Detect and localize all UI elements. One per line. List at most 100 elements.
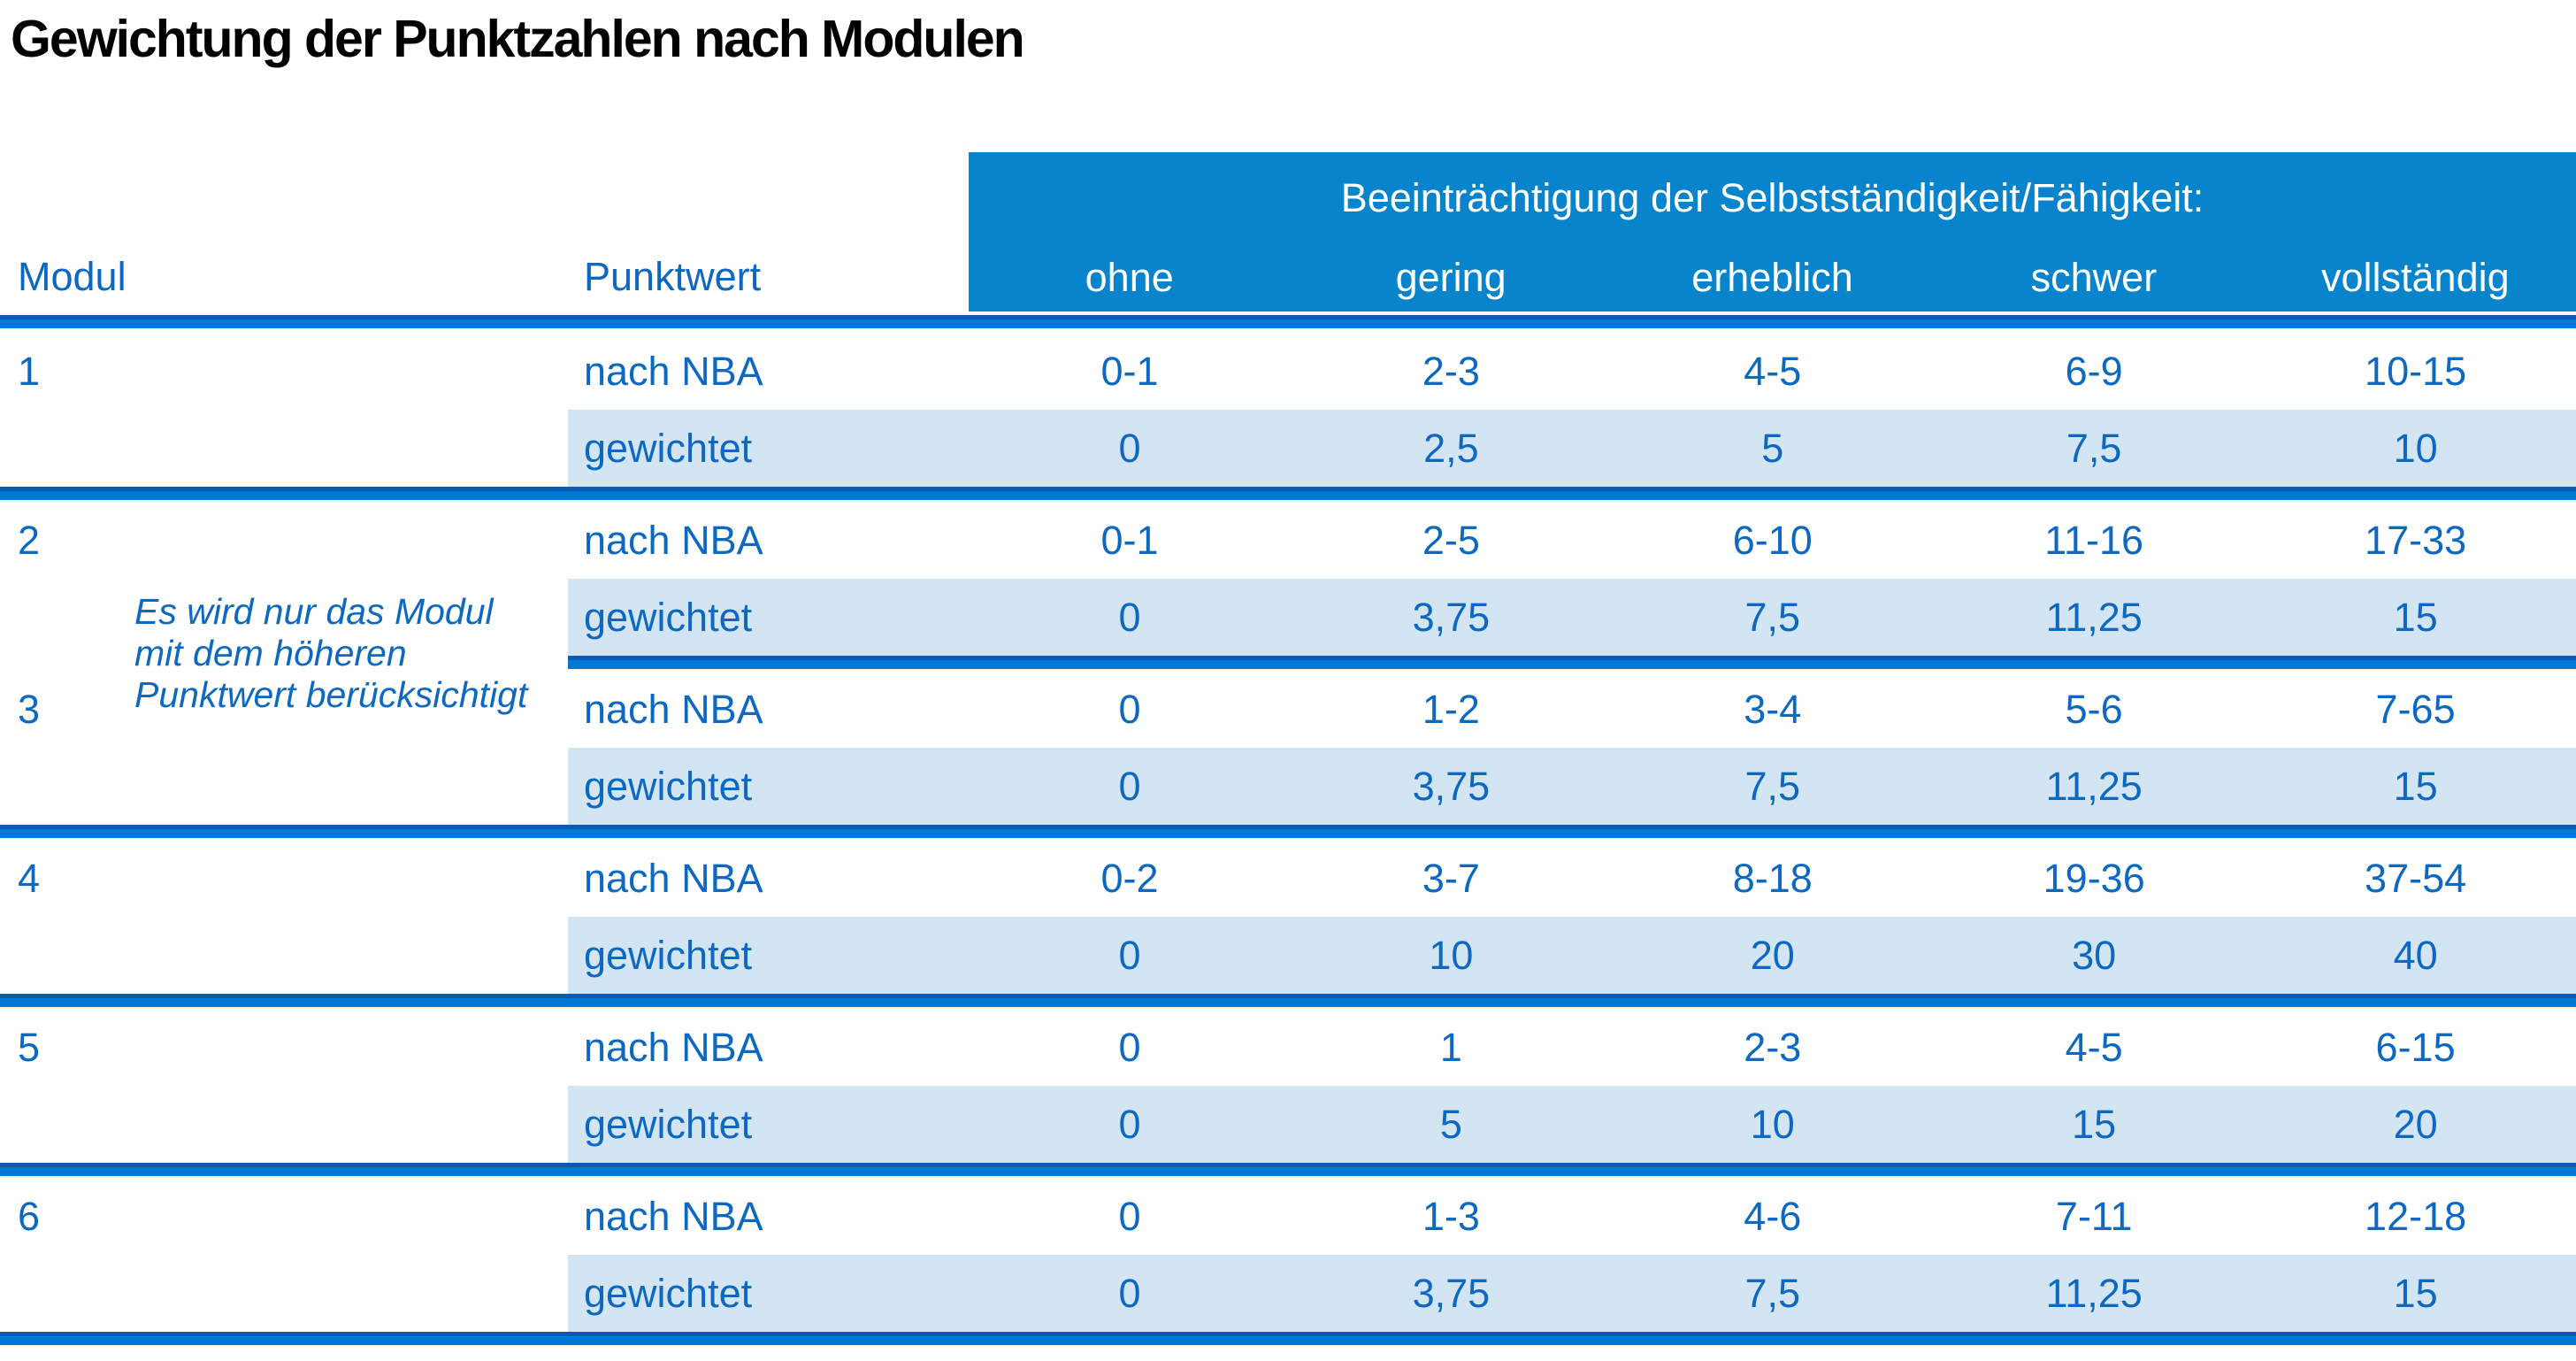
impairment-header-block: Beeinträchtigung der Selbstständigkeit/F… — [969, 152, 2576, 315]
value-cell: 17-33 — [2365, 518, 2467, 563]
severity-level-gering: gering — [1395, 255, 1506, 300]
value-cell: 15 — [2393, 595, 2438, 640]
value-cell: 0 — [1118, 687, 1141, 732]
value-cell: 0-2 — [1100, 856, 1159, 901]
row-shading — [568, 410, 2576, 487]
row-shading — [568, 1255, 2576, 1332]
table-row: gewichtet 0 3,75 7,5 11,25 15 — [0, 1255, 2576, 1332]
module-number: 4 — [18, 856, 41, 901]
value-cell: 0 — [1118, 1271, 1141, 1316]
table-row: 6 nach NBA 0 1-3 4-6 7-11 12-18 — [0, 1178, 2576, 1255]
module-separator — [0, 994, 2576, 1009]
value-cell: 7,5 — [2066, 426, 2122, 471]
value-cell: 2,5 — [1423, 426, 1479, 471]
value-cell: 11-16 — [2044, 518, 2144, 563]
value-cell: 4-5 — [1744, 349, 1802, 394]
value-cell: 2-5 — [1422, 518, 1480, 563]
row-label-nach-nba: nach NBA — [584, 518, 763, 563]
value-cell: 0-1 — [1100, 349, 1159, 394]
module-separator — [0, 825, 2576, 840]
value-cell: 11,25 — [2045, 1271, 2143, 1316]
column-header-modul: Modul — [18, 254, 126, 299]
value-cell: 6-9 — [2065, 349, 2123, 394]
value-cell: 0 — [1118, 933, 1141, 978]
module-number: 1 — [18, 349, 41, 394]
value-cell: 6-10 — [1732, 518, 1813, 563]
note-line: Punktwert berücksichtigt — [134, 674, 528, 715]
value-cell: 10 — [2393, 426, 2438, 471]
value-cell: 11,25 — [2045, 764, 2143, 809]
table-row: 1 nach NBA 0-1 2-3 4-5 6-9 10-15 — [0, 333, 2576, 410]
impairment-header-title: Beeinträchtigung der Selbstständigkeit/F… — [1340, 175, 2204, 220]
value-cell: 0 — [1118, 764, 1141, 809]
value-cell: 20 — [2393, 1102, 2438, 1147]
module-separator — [0, 1163, 2576, 1178]
value-cell: 11,25 — [2045, 595, 2143, 640]
value-cell: 0 — [1118, 1102, 1141, 1147]
value-cell: 0 — [1118, 1194, 1141, 1239]
value-cell: 7-65 — [2375, 687, 2456, 732]
row-label-gewichtet: gewichtet — [584, 1271, 753, 1316]
severity-level-schwer: schwer — [2030, 255, 2158, 300]
module-number: 3 — [18, 687, 41, 732]
module-number: 5 — [18, 1025, 41, 1070]
value-cell: 5 — [1761, 426, 1784, 471]
row-label-gewichtet: gewichtet — [584, 426, 753, 471]
row-shading — [568, 579, 2576, 656]
table-row: 2 nach NBA 0-1 2-5 6-10 11-16 17-33 — [0, 502, 2576, 579]
module-number: 6 — [18, 1194, 41, 1239]
row-label-gewichtet: gewichtet — [584, 595, 753, 640]
module-number: 2 — [18, 518, 41, 563]
value-cell: 3,75 — [1412, 1271, 1491, 1316]
value-cell: 3,75 — [1412, 595, 1491, 640]
value-cell: 5-6 — [2065, 687, 2123, 732]
value-cell: 3-4 — [1744, 687, 1802, 732]
value-cell: 7,5 — [1744, 1271, 1801, 1316]
value-cell: 12-18 — [2365, 1194, 2467, 1239]
value-cell: 10-15 — [2365, 349, 2467, 394]
table-row: 5 nach NBA 0 1 2-3 4-5 6-15 — [0, 1009, 2576, 1086]
value-cell: 15 — [2072, 1102, 2117, 1147]
value-cell: 7,5 — [1744, 595, 1801, 640]
row-label-nach-nba: nach NBA — [584, 349, 763, 394]
table-row: gewichtet 0 2,5 5 7,5 10 — [0, 410, 2576, 487]
module-2-3-note: Es wird nur das Modul mit dem höheren Punk… — [134, 591, 527, 716]
row-label-gewichtet: gewichtet — [584, 764, 753, 809]
value-cell: 0-1 — [1100, 518, 1159, 563]
value-cell: 20 — [1750, 933, 1795, 978]
value-cell: 0 — [1118, 595, 1141, 640]
value-cell: 0 — [1118, 1025, 1141, 1070]
column-header-punktwert: Punktwert — [584, 254, 762, 299]
value-cell: 7-11 — [2055, 1194, 2133, 1239]
value-cell: 37-54 — [2365, 856, 2467, 901]
module-rows: 1 nach NBA 0-1 2-3 4-5 6-9 10-15 gewichtet 0 2,5 5… — [0, 333, 2576, 1332]
severity-level-vollständig: vollständig — [2321, 255, 2510, 300]
value-cell: 0 — [1118, 426, 1141, 471]
value-cell: 1 — [1439, 1025, 1462, 1070]
table-row: gewichtet 0 3,75 7,5 11,25 15 — [0, 579, 2576, 656]
value-cell: 1-3 — [1422, 1194, 1480, 1239]
table-row: gewichtet 0 3,75 7,5 11,25 15 — [0, 748, 2576, 825]
value-cell: 3,75 — [1412, 764, 1491, 809]
row-label-nach-nba: nach NBA — [584, 856, 763, 901]
value-cell: 4-6 — [1744, 1194, 1802, 1239]
row-label-gewichtet: gewichtet — [584, 933, 753, 978]
module-separator — [0, 656, 2576, 671]
value-cell: 10 — [1429, 933, 1474, 978]
row-label-nach-nba: nach NBA — [584, 687, 763, 732]
value-cell: 7,5 — [1744, 764, 1801, 809]
table-row: gewichtet 0 10 20 30 40 — [0, 917, 2576, 994]
value-cell: 10 — [1750, 1102, 1795, 1147]
row-label-gewichtet: gewichtet — [584, 1102, 753, 1147]
table-row: gewichtet 0 5 10 15 20 — [0, 1086, 2576, 1163]
table-bottom-rule — [0, 1332, 2576, 1347]
module-separator — [0, 487, 2576, 502]
value-cell: 8-18 — [1732, 856, 1813, 901]
table-row: 3 nach NBA 0 1-2 3-4 5-6 7-65 — [0, 671, 2576, 748]
value-cell: 4-5 — [2065, 1025, 2123, 1070]
value-cell: 15 — [2393, 1271, 2438, 1316]
row-shading — [568, 748, 2576, 825]
note-line: Es wird nur das Modul — [134, 591, 494, 632]
value-cell: 1-2 — [1422, 687, 1480, 732]
row-shading — [568, 917, 2576, 994]
